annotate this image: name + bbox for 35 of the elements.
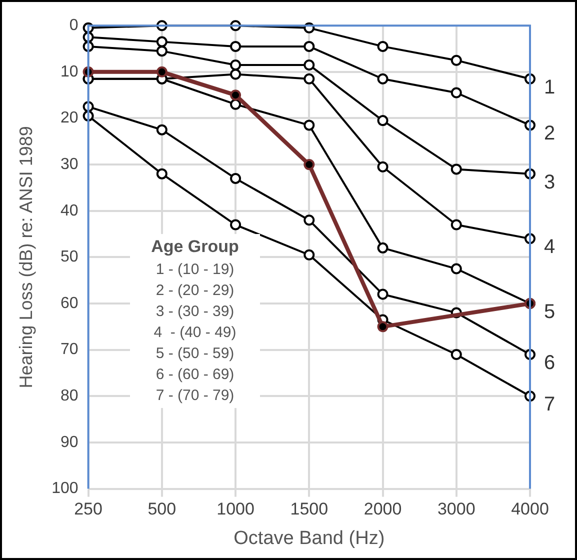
x-tick-label: 1000 [216, 500, 254, 519]
x-tick-label: 4000 [511, 500, 549, 519]
series-label: 7 [544, 394, 556, 416]
y-tick-label: 100 [52, 480, 78, 498]
legend-title: Age Group [150, 236, 240, 257]
y-tick-label: 10 [60, 63, 78, 80]
y-tick-label: 30 [60, 156, 78, 173]
x-tick-label: 500 [148, 500, 176, 519]
series-label: 5 [544, 301, 556, 324]
y-tick-label: 70 [60, 341, 78, 358]
x-tick-label: 250 [74, 500, 102, 519]
annotation: 7 - (70 - 79) [154, 386, 236, 406]
y-tick-label: 40 [60, 202, 78, 220]
x-tick-label: 2000 [364, 500, 402, 519]
annotation: 1 - (10 - 19) [154, 260, 236, 280]
annotation: 4 - (40 - 49) [152, 323, 238, 343]
y-tick-label: 60 [60, 294, 78, 312]
series-label: 1 [544, 76, 556, 98]
y-tick-label: 20 [60, 110, 78, 127]
y-tick-label: 50 [60, 248, 78, 266]
y-tick-label: 90 [60, 434, 78, 451]
y-tick-label: 0 [69, 17, 78, 34]
x-tick-label: 3000 [437, 500, 476, 519]
annotation: 3 - (30 - 39) [154, 302, 236, 322]
annotation: 5 - (50 - 59) [154, 344, 236, 364]
series-label: 6 [544, 352, 556, 374]
x-tick-label: 1500 [290, 500, 328, 519]
series-label: 4 [544, 236, 556, 258]
y-tick-label: 80 [60, 388, 78, 405]
series-label: 3 [544, 171, 556, 194]
annotation: 2 - (20 - 29) [154, 281, 236, 301]
annotation: 6 - (60 - 69) [154, 365, 236, 385]
x-axis-title: Octave Band (Hz) [234, 528, 385, 549]
series-label: 2 [544, 122, 556, 145]
y-axis-title: Hearing Loss (dB) re: ANSI 1989 [16, 126, 36, 388]
